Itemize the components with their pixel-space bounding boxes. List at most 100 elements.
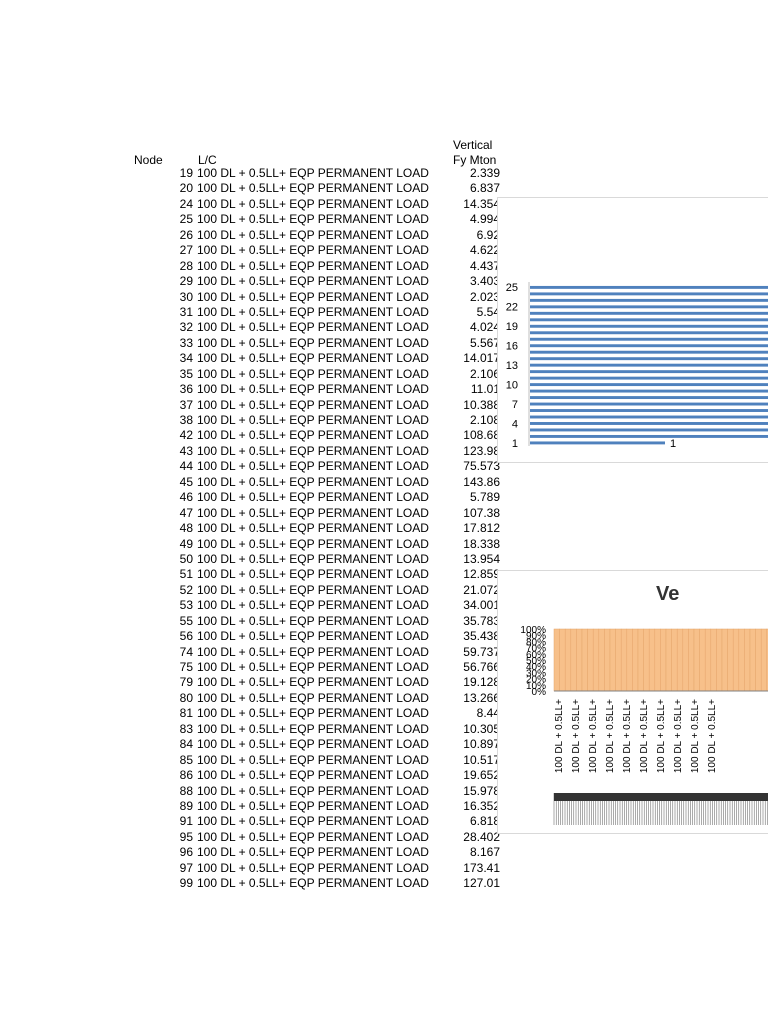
load-case: 100 DL + 0.5LL+ EQP PERMANENT LOAD: [197, 428, 429, 443]
stacked-column: [632, 628, 639, 692]
load-case: 100 DL + 0.5LL+ EQP PERMANENT LOAD: [197, 860, 429, 875]
node-number: 29: [179, 274, 193, 289]
category-label: 100 DL + 0.5LL+: [656, 699, 667, 773]
node-number: 25: [179, 212, 193, 227]
node-number: 32: [179, 320, 193, 335]
header-lc: L/C: [198, 153, 217, 167]
node-number: 75: [179, 660, 193, 674]
y-tick-label: 1: [512, 438, 518, 450]
table-row: 86 100 DL + 0.5LL+ EQP PERMANENT LOAD 19.6…: [0, 768, 500, 783]
stacked-column: [660, 628, 667, 692]
bar-19: [530, 324, 768, 328]
load-case: 100 DL + 0.5LL+ EQP PERMANENT LOAD: [197, 644, 429, 659]
node-number: 91: [179, 814, 193, 829]
load-case: 100 DL + 0.5LL+ EQP PERMANENT LOAD: [197, 829, 429, 844]
vertical-fy-value: 15.978: [463, 783, 500, 798]
stacked-column: [637, 628, 644, 692]
table-row: 51 100 DL + 0.5LL+ EQP PERMANENT LOAD 12.8…: [0, 567, 500, 582]
node-number: 49: [179, 536, 193, 551]
vertical-fy-value: 8.44: [476, 706, 500, 721]
table-row: 20 100 DL + 0.5LL+ EQP PERMANENT LOAD 6.83…: [0, 181, 500, 196]
table-row: 36 100 DL + 0.5LL+ EQP PERMANENT LOAD 11.0…: [0, 382, 500, 397]
node-number: 88: [179, 783, 193, 798]
load-case: 100 DL + 0.5LL+ EQP PERMANENT LOAD: [197, 629, 429, 644]
vertical-fy-value: 10.897: [463, 737, 500, 752]
y-tick-label: 4: [512, 418, 518, 430]
stacked-column: [721, 628, 728, 692]
bar-5: [530, 415, 768, 419]
vertical-fy-value: 4.622: [469, 243, 500, 258]
node-number: 85: [179, 752, 193, 767]
vertical-fy-value: 5.567: [469, 335, 500, 350]
vertical-fy-value: 21.072: [463, 582, 500, 597]
table-row: 35 100 DL + 0.5LL+ EQP PERMANENT LOAD 2.10…: [0, 367, 500, 382]
load-case: 100 DL + 0.5LL+ EQP PERMANENT LOAD: [197, 320, 429, 335]
vertical-fy-value: 10.517: [463, 752, 500, 767]
vertical-fy-value: 18.338: [463, 536, 500, 551]
load-table: 19 100 DL + 0.5LL+ EQP PERMANENT LOAD 2.33…: [0, 166, 500, 892]
load-case: 100 DL + 0.5LL+ EQP PERMANENT LOAD: [197, 721, 429, 736]
node-number: 43: [179, 443, 193, 458]
node-number: 28: [179, 258, 193, 273]
table-row: 48 100 DL + 0.5LL+ EQP PERMANENT LOAD 17.8…: [0, 521, 500, 536]
node-number: 36: [179, 382, 193, 397]
node-number: 84: [179, 737, 193, 752]
bar-15: [530, 350, 768, 354]
bar-18: [530, 331, 768, 335]
bar-9: [530, 389, 768, 393]
bar-23: [530, 298, 768, 302]
category-label: 100 DL + 0.5LL+: [588, 699, 599, 773]
load-case: 100 DL + 0.5LL+ EQP PERMANENT LOAD: [197, 845, 429, 860]
table-row: 45 100 DL + 0.5LL+ EQP PERMANENT LOAD 143.…: [0, 475, 500, 490]
stacked-column: [643, 628, 650, 692]
load-case: 100 DL + 0.5LL+ EQP PERMANENT LOAD: [197, 490, 429, 505]
stacked-column: [766, 628, 768, 692]
vertical-fy-value: 107.38: [463, 505, 500, 520]
bar-10: [530, 383, 768, 387]
vertical-fy-value: 2.023: [469, 289, 500, 304]
table-row: 37 100 DL + 0.5LL+ EQP PERMANENT LOAD 10.3…: [0, 398, 500, 413]
vertical-fy-value: 10.305: [463, 721, 500, 736]
load-case: 100 DL + 0.5LL+ EQP PERMANENT LOAD: [197, 196, 429, 211]
load-case: 100 DL + 0.5LL+ EQP PERMANENT LOAD: [197, 768, 429, 783]
category-label: 100 DL + 0.5LL+: [673, 699, 684, 773]
stacked-column: [598, 628, 605, 692]
y-tick-label: 30%: [526, 668, 546, 679]
load-case: 100 DL + 0.5LL+ EQP PERMANENT LOAD: [197, 505, 429, 520]
stacked-column: [693, 628, 700, 692]
vertical-fy-value: 4.437: [469, 258, 500, 273]
table-row: 43 100 DL + 0.5LL+ EQP PERMANENT LOAD 123.…: [0, 444, 500, 459]
load-case: 100 DL + 0.5LL+ EQP PERMANENT LOAD: [197, 397, 429, 412]
category-label: 100 DL + 0.5LL+: [690, 699, 701, 773]
table-row: 42 100 DL + 0.5LL+ EQP PERMANENT LOAD 108.…: [0, 428, 500, 443]
stacked-column: [671, 628, 678, 692]
table-row: 49 100 DL + 0.5LL+ EQP PERMANENT LOAD 18.3…: [0, 537, 500, 552]
node-number: 19: [179, 166, 193, 180]
vertical-fy-value: 13.266: [463, 690, 500, 705]
table-row: 24 100 DL + 0.5LL+ EQP PERMANENT LOAD 14.3…: [0, 197, 500, 212]
table-row: 81 100 DL + 0.5LL+ EQP PERMANENT LOAD 8.44: [0, 706, 500, 721]
node-number: 79: [179, 675, 193, 690]
y-tick-label: 90%: [526, 631, 546, 642]
stacked-column: [576, 628, 583, 692]
node-number: 34: [179, 351, 193, 366]
table-row: 79 100 DL + 0.5LL+ EQP PERMANENT LOAD 19.1…: [0, 675, 500, 690]
load-case: 100 DL + 0.5LL+ EQP PERMANENT LOAD: [197, 366, 429, 381]
stacked-column: [648, 628, 656, 692]
table-row: 34 100 DL + 0.5LL+ EQP PERMANENT LOAD 14.0…: [0, 351, 500, 366]
y-tick-label: 70%: [526, 644, 546, 655]
load-case: 100 DL + 0.5LL+ EQP PERMANENT LOAD: [197, 551, 429, 566]
vertical-fy-value: 2.106: [469, 366, 500, 381]
load-case: 100 DL + 0.5LL+ EQP PERMANENT LOAD: [197, 737, 429, 752]
vertical-fy-value: 13.954: [463, 551, 500, 566]
node-number: 50: [179, 551, 193, 566]
node-number: 89: [179, 798, 193, 813]
node-number: 80: [179, 690, 193, 705]
load-case: 100 DL + 0.5LL+ EQP PERMANENT LOAD: [197, 382, 429, 397]
node-number: 53: [179, 598, 193, 613]
header-node: Node: [134, 153, 163, 167]
stacked-column: [559, 628, 566, 692]
stacked-column: [654, 628, 661, 692]
load-case: 100 DL + 0.5LL+ EQP PERMANENT LOAD: [197, 876, 429, 891]
node-number: 20: [179, 181, 193, 196]
